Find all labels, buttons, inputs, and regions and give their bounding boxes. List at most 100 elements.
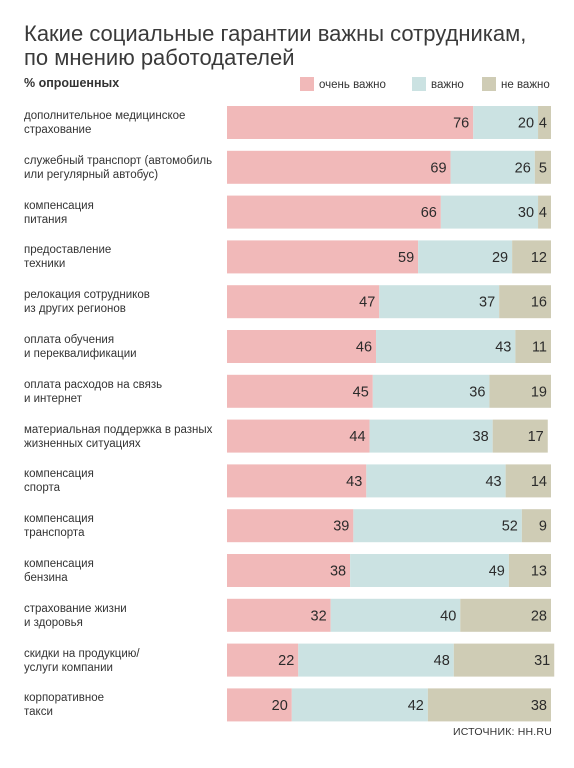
data-label-very-important: 46 xyxy=(356,340,372,356)
data-label-not-important: 5 xyxy=(539,160,547,176)
data-label-not-important: 9 xyxy=(539,519,547,535)
data-label-very-important: 44 xyxy=(349,429,365,445)
bar-segment-very-important xyxy=(227,195,441,229)
data-label-important: 43 xyxy=(485,474,501,490)
category-label-line: такси xyxy=(24,706,53,719)
category-label: компенсация транспорта xyxy=(24,512,220,540)
source-note: ИСТОЧНИК: HH.RU xyxy=(453,726,552,738)
category-label-line: транспорта xyxy=(24,527,85,540)
category-label-line: предоставление xyxy=(24,244,112,257)
bar-segment-very-important xyxy=(227,285,380,319)
category-label-line: и переквалификации xyxy=(24,348,137,360)
bar-segment-very-important xyxy=(227,106,474,139)
category-label-line: страхование жизни xyxy=(24,602,127,615)
category-label-line: страхование xyxy=(24,124,92,136)
chart-title-line-1: Какие социальные гарантии важны сотрудни… xyxy=(24,21,527,46)
legend-label-important: важно xyxy=(431,79,464,91)
bar-segment-important xyxy=(379,285,500,319)
legend-swatch-important xyxy=(412,77,426,91)
data-label-not-important: 31 xyxy=(534,653,550,669)
category-label: скидки на продукцию/услуги компании xyxy=(24,647,220,675)
category-label-line: питания xyxy=(24,213,68,226)
category-label-line: или регулярный автобус) xyxy=(24,168,159,181)
bar-segment-very-important xyxy=(227,598,331,632)
category-label: оплата расходов на связь и интернет xyxy=(24,378,220,406)
bar-segment-very-important xyxy=(227,240,419,274)
category-label-line: релокация сотрудников xyxy=(24,289,150,302)
category-label-line: техники xyxy=(24,258,66,271)
data-label-very-important: 76 xyxy=(453,116,469,132)
bar-segment-not-important xyxy=(499,285,551,319)
bar-segment-not-important xyxy=(460,598,551,632)
bar-segment-not-important xyxy=(534,150,551,184)
bar-segment-very-important xyxy=(227,374,373,408)
category-label: предоставление техники xyxy=(24,243,220,271)
category-label: дополнительное медицинское страхование xyxy=(24,109,220,137)
category-label: оплата обучения и переквалификации xyxy=(24,333,220,361)
legend-swatch-not-important xyxy=(482,77,496,91)
category-label-line: оплата обучения xyxy=(24,334,115,346)
data-label-important: 52 xyxy=(502,519,518,535)
data-label-very-important: 66 xyxy=(421,205,437,221)
category-label: страхование жизни и здоровья xyxy=(24,602,220,630)
data-label-very-important: 38 xyxy=(330,564,346,580)
category-label-line: и здоровья xyxy=(24,616,83,629)
legend-item-not-important: не важно xyxy=(482,77,550,91)
bar-segment-important xyxy=(291,688,428,722)
data-label-important: 38 xyxy=(473,429,489,445)
category-label-line: услуги компании xyxy=(24,661,113,674)
data-label-not-important: 12 xyxy=(531,250,547,266)
category-label-line: дополнительное медицинское xyxy=(24,110,186,122)
category-label: компенсация спорта xyxy=(24,467,220,495)
bar-segment-important xyxy=(353,509,522,543)
chart-title-line-2: по мнению работодателей xyxy=(24,45,295,70)
category-label: материальная поддержка в разных жизненных… xyxy=(24,423,220,451)
data-label-important: 36 xyxy=(469,384,485,400)
data-label-very-important: 43 xyxy=(346,474,362,490)
bar-segment-not-important xyxy=(427,688,551,722)
category-label-line: жизненных ситуациях xyxy=(24,437,141,450)
legend-item-important: важно xyxy=(412,77,464,91)
bar-segment-not-important xyxy=(492,419,548,453)
bar-segment-very-important xyxy=(227,419,370,453)
data-label-very-important: 39 xyxy=(333,519,349,535)
bar-segment-important xyxy=(366,464,506,498)
category-label-line: компенсация xyxy=(24,468,94,481)
data-label-not-important: 16 xyxy=(531,295,547,311)
data-label-important: 30 xyxy=(518,205,534,221)
bar-segment-important xyxy=(418,240,513,274)
chart-subtitle: % опрошенных xyxy=(24,76,120,90)
category-label: корпоративное такси xyxy=(24,691,220,719)
data-label-not-important: 13 xyxy=(531,564,547,580)
data-label-important: 20 xyxy=(518,116,534,132)
bar-segment-important xyxy=(376,330,516,363)
legend-swatch-very-important xyxy=(300,77,314,91)
bar-segment-very-important xyxy=(227,150,451,184)
data-label-not-important: 17 xyxy=(528,429,544,445)
category-label: релокация сотрудников из других регионов xyxy=(24,288,220,316)
data-label-important: 49 xyxy=(489,564,505,580)
category-label: компенсация питания xyxy=(24,199,220,227)
bar-segment-not-important xyxy=(538,195,551,229)
data-label-very-important: 59 xyxy=(398,250,414,266)
data-label-very-important: 47 xyxy=(359,295,375,311)
data-label-very-important: 32 xyxy=(311,608,327,624)
legend-item-very-important: очень важно xyxy=(300,77,386,91)
data-label-important: 48 xyxy=(434,653,450,669)
data-label-important: 26 xyxy=(515,160,531,176)
category-label-line: из других регионов xyxy=(24,303,126,316)
bar-segment-important xyxy=(450,150,535,184)
legend-label-not-important: не важно xyxy=(501,79,550,91)
bar-segment-important xyxy=(369,419,493,453)
bar-segment-important xyxy=(350,554,509,587)
category-label-line: оплата расходов на связь xyxy=(24,378,163,391)
category-label-line: компенсация xyxy=(24,199,94,212)
bar-segment-very-important xyxy=(227,554,351,587)
data-label-important: 40 xyxy=(440,608,456,624)
data-label-not-important: 4 xyxy=(539,116,547,132)
category-label-line: и интернет xyxy=(24,392,82,405)
bar-segment-important xyxy=(440,195,539,229)
bar-segment-not-important xyxy=(538,106,551,139)
bar-segment-not-important xyxy=(515,330,551,363)
data-label-important: 42 xyxy=(408,698,424,714)
